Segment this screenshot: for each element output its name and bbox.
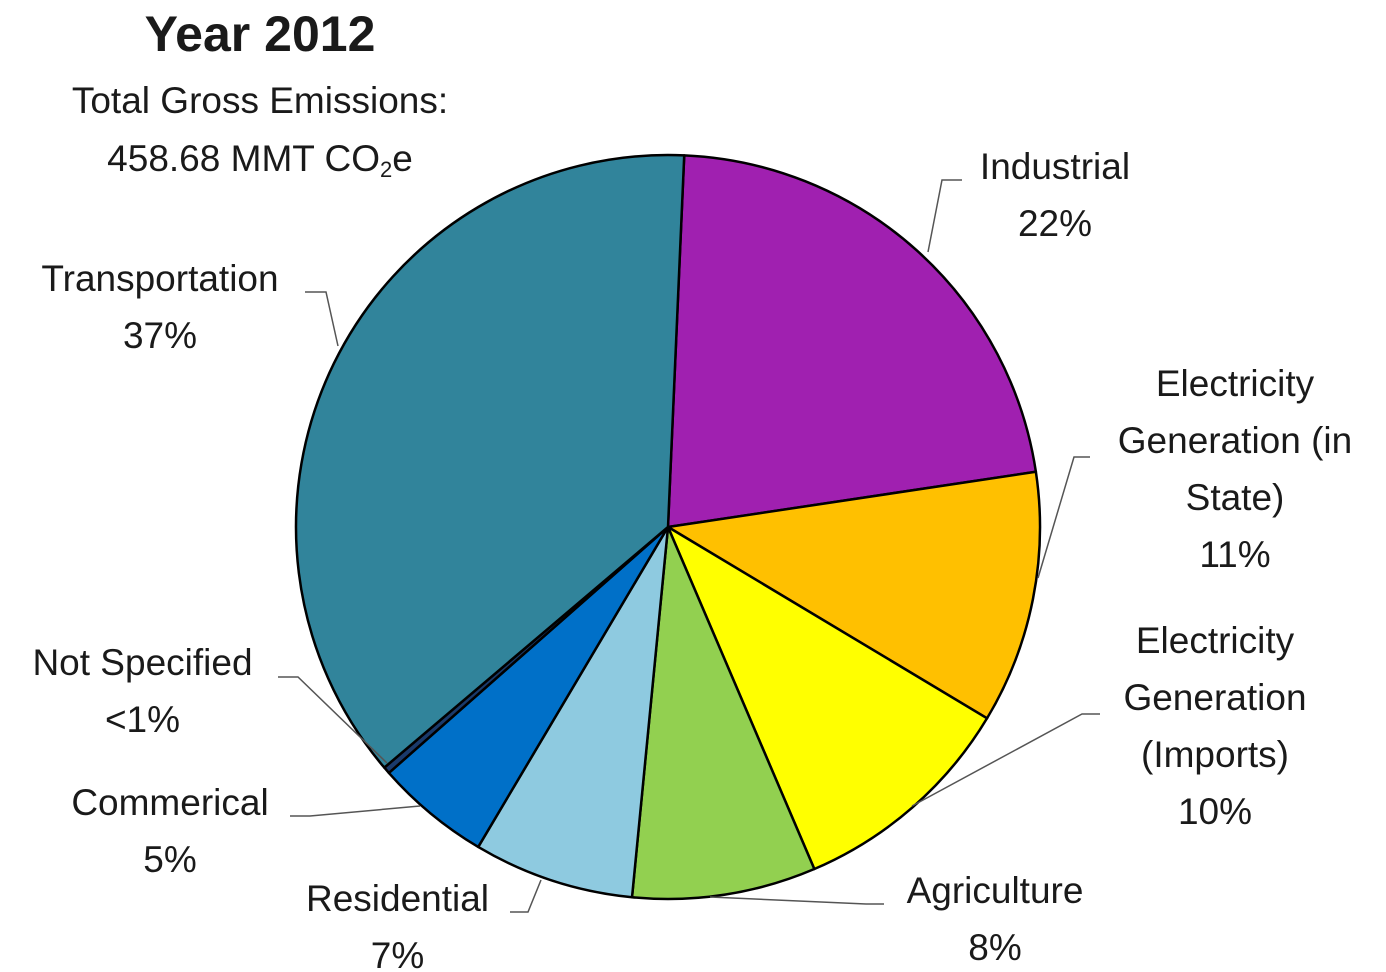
slice-label-commerical: Commerical 5% [50, 774, 290, 888]
leader-line-electricity-generation-in-state [1037, 456, 1090, 579]
chart-subtitle-line1: Total Gross Emissions: [71, 80, 449, 121]
pie-slice-agriculture [630, 525, 816, 901]
leader-line-industrial [927, 179, 962, 253]
slice-label-name: State) [1185, 477, 1285, 518]
pie-slice-electricity-generation-imports [666, 525, 989, 871]
slice-label-transportation: Transportation 37% [15, 250, 305, 364]
slice-label-name: Electricity [1135, 620, 1295, 661]
leader-line-transportation [305, 291, 339, 347]
slice-label-percent: 22% [1017, 203, 1093, 244]
pie-slice-residential [476, 525, 670, 899]
subtitle-subscript: 2 [379, 157, 393, 182]
slice-label-percent: 5% [143, 839, 197, 880]
slice-label-percent: 11% [1199, 534, 1271, 575]
slice-label-name: Residential [305, 878, 490, 919]
pie-slice-transportation [294, 153, 686, 769]
chart-title: Year 2012 [144, 6, 376, 62]
slice-label-not-specified: Not Specified <1% [10, 634, 275, 748]
pie-slice-electricity-generation-in-state [666, 470, 1042, 720]
subtitle-tail: e [392, 138, 413, 179]
leader-line-not-specified [278, 676, 388, 764]
slice-label-name: Transportation [41, 258, 279, 299]
slice-label-name: Industrial [979, 146, 1131, 187]
slice-label-name: Electricity [1155, 363, 1315, 404]
slice-label-percent: 7% [370, 935, 425, 972]
leader-line-electricity-generation-imports [911, 713, 1100, 807]
leader-line-residential [510, 879, 542, 913]
leader-line-commerical [290, 805, 421, 817]
slice-label-name: Generation [1123, 677, 1307, 718]
chart-subtitle-line2: 458.68 MMT CO2e [0, 130, 520, 188]
slice-label-electricity-generation-imports: Electricity Generation (Imports) 10% [1100, 612, 1330, 840]
slice-label-percent: <1% [104, 699, 181, 740]
slice-label-percent: 37% [122, 315, 198, 356]
leader-line-agriculture [709, 896, 884, 905]
slice-label-electricity-generation-in-state: Electricity Generation (in State) 11% [1090, 355, 1380, 583]
slice-label-residential: Residential 7% [285, 870, 510, 972]
pie-slice-industrial [666, 154, 1038, 529]
subtitle-total-text: 458.68 MMT CO [107, 138, 380, 179]
slice-label-name: (Imports) [1141, 734, 1289, 775]
slice-label-industrial: Industrial 22% [960, 138, 1150, 252]
slice-label-name: Generation (in [1117, 420, 1353, 461]
slice-label-name: Not Specified [32, 642, 253, 683]
slice-label-name: Commerical [71, 782, 269, 823]
slice-label-name: Agriculture [906, 870, 1084, 911]
slice-label-agriculture: Agriculture 8% [880, 862, 1110, 972]
slice-label-percent: 8% [968, 927, 1022, 968]
slice-label-percent: 10% [1177, 791, 1253, 832]
